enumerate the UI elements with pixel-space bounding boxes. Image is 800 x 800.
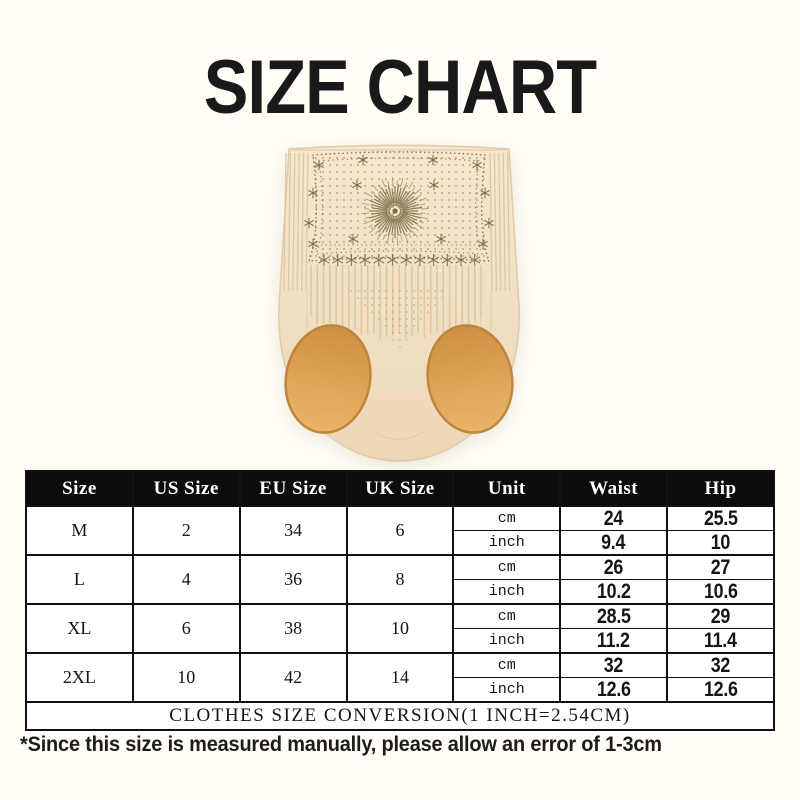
header-eu-size: EU Size: [238, 470, 348, 507]
cell-unit-cm: cm: [452, 603, 562, 629]
leg-opening-left: [284, 324, 372, 434]
cell-hip-inch: 11.4: [666, 628, 775, 654]
cell-hip-inch: 12.6: [666, 677, 775, 703]
page-title-text: SIZE CHART: [203, 45, 597, 130]
table-row: 2XL 10 42 14 cm 32 32: [25, 652, 775, 703]
header-unit: Unit: [452, 470, 562, 507]
table-row: inch 11.2 11.4: [26, 628, 775, 654]
cell-unit-cm: cm: [452, 554, 562, 580]
cell-waist-cm: 32: [559, 652, 669, 678]
table-row: inch 10.2 10.6: [26, 579, 775, 605]
cell-unit-inch: inch: [452, 628, 562, 654]
cell-uk-size: 10: [345, 603, 455, 654]
measurement-disclaimer: *Since this size is measured manually, p…: [20, 733, 696, 757]
cell-hip-cm: 27: [666, 554, 775, 580]
cell-size: L: [25, 554, 134, 605]
cell-eu-size: 38: [238, 603, 348, 654]
cell-us-size: 10: [131, 652, 241, 703]
cell-uk-size: 8: [345, 554, 455, 605]
cell-hip-cm: 32: [666, 652, 775, 678]
cell-waist-inch: 9.4: [559, 530, 669, 556]
cell-uk-size: 6: [345, 505, 455, 556]
cell-uk-size: 14: [345, 652, 455, 703]
cell-size: XL: [25, 603, 134, 654]
page-title: SIZE CHART: [0, 50, 800, 126]
cell-unit-cm: cm: [452, 652, 562, 678]
cell-hip-inch: 10.6: [666, 579, 775, 605]
cell-eu-size: 36: [238, 554, 348, 605]
cell-unit-inch: inch: [452, 677, 562, 703]
header-hip: Hip: [666, 470, 775, 507]
table-row: M 2 34 6 cm 24 25.5: [25, 505, 775, 556]
product-image: [271, 141, 527, 463]
cell-hip-cm: 29: [666, 603, 775, 629]
cell-hip-cm: 25.5: [666, 505, 775, 531]
sunburst-motif: [361, 177, 429, 245]
scatter-dots: [347, 287, 451, 349]
cell-size: M: [25, 505, 134, 556]
cell-unit-inch: inch: [452, 579, 562, 605]
gusset-seam: [372, 430, 426, 440]
shaping-brief-illustration: [278, 144, 520, 462]
cell-us-size: 2: [131, 505, 241, 556]
cell-size: 2XL: [25, 652, 134, 703]
header-uk-size: UK Size: [345, 470, 455, 507]
cell-waist-cm: 28.5: [559, 603, 669, 629]
table-row: inch 12.6 12.6: [26, 677, 775, 703]
cell-waist-cm: 24: [559, 505, 669, 531]
leg-opening-right: [426, 324, 514, 434]
cell-waist-inch: 11.2: [559, 628, 669, 654]
cell-waist-cm: 26: [559, 554, 669, 580]
cell-eu-size: 34: [238, 505, 348, 556]
table-row: L 4 36 8 cm 26 27: [25, 554, 775, 605]
table-row: XL 6 38 10 cm 28.5 29: [25, 603, 775, 654]
cell-waist-inch: 12.6: [559, 677, 669, 703]
header-us-size: US Size: [131, 470, 241, 507]
cell-hip-inch: 10: [666, 530, 775, 556]
cell-unit-inch: inch: [452, 530, 562, 556]
table-header-row: Size US Size EU Size UK Size Unit Waist …: [25, 470, 775, 507]
header-waist: Waist: [559, 470, 669, 507]
cell-eu-size: 42: [238, 652, 348, 703]
header-size: Size: [25, 470, 134, 507]
cell-us-size: 6: [131, 603, 241, 654]
cell-us-size: 4: [131, 554, 241, 605]
table-footer-row: CLOTHES SIZE CONVERSION(1 INCH=2.54CM): [25, 701, 775, 731]
measurement-disclaimer-text: *Since this size is measured manually, p…: [20, 733, 662, 756]
cell-unit-cm: cm: [452, 505, 562, 531]
size-table: Size US Size EU Size UK Size Unit Waist …: [25, 470, 775, 731]
conversion-note: CLOTHES SIZE CONVERSION(1 INCH=2.54CM): [25, 701, 775, 731]
cell-waist-inch: 10.2: [559, 579, 669, 605]
